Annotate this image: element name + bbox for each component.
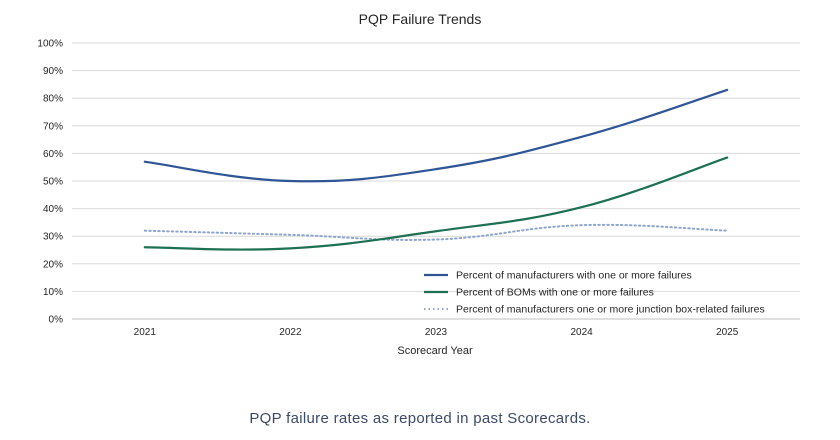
legend-label: Percent of manufacturers one or more jun… (456, 304, 765, 316)
y-tick-label: 30% (43, 232, 63, 243)
y-tick-label: 50% (43, 177, 63, 188)
y-tick-label: 10% (43, 287, 63, 298)
series-line-2 (143, 156, 729, 251)
y-tick-label: 80% (43, 94, 63, 105)
x-tick-label: 2023 (425, 327, 448, 338)
y-tick-label: 60% (43, 149, 63, 160)
series-line-3 (143, 223, 729, 241)
figure-caption: PQP failure rates as reported in past Sc… (249, 410, 591, 427)
gridlines (72, 42, 800, 320)
y-axis-ticks: 0% 10% 20% 30% 40% 50% 60% 70% 80% 90% 100% (37, 39, 63, 326)
x-tick-label: 2021 (134, 327, 157, 338)
y-tick-label: 90% (43, 66, 63, 77)
x-tick-label: 2024 (570, 327, 593, 338)
y-tick-label: 70% (43, 121, 63, 132)
series-lines (143, 88, 729, 251)
x-tick-label: 2022 (279, 327, 302, 338)
y-tick-label: 100% (37, 39, 63, 50)
x-tick-label: 2025 (716, 327, 739, 338)
x-axis-ticks: 2021 2022 2023 2024 2025 (134, 327, 739, 338)
legend-label: Percent of manufacturers with one or mor… (456, 270, 692, 282)
legend-label: Percent of BOMs with one or more failure… (456, 287, 654, 299)
line-chart: PQP Failure Trends 0% 10% 20% 30% 40% 50% 60% 7… (37, 11, 800, 357)
x-axis-title: Scorecard Year (397, 345, 473, 357)
series-line-1 (143, 88, 729, 183)
y-tick-label: 0% (49, 315, 64, 326)
y-tick-label: 20% (43, 259, 63, 270)
legend: Percent of manufacturers with one or mor… (424, 270, 765, 316)
chart-title: PQP Failure Trends (359, 11, 482, 27)
y-tick-label: 40% (43, 204, 63, 215)
